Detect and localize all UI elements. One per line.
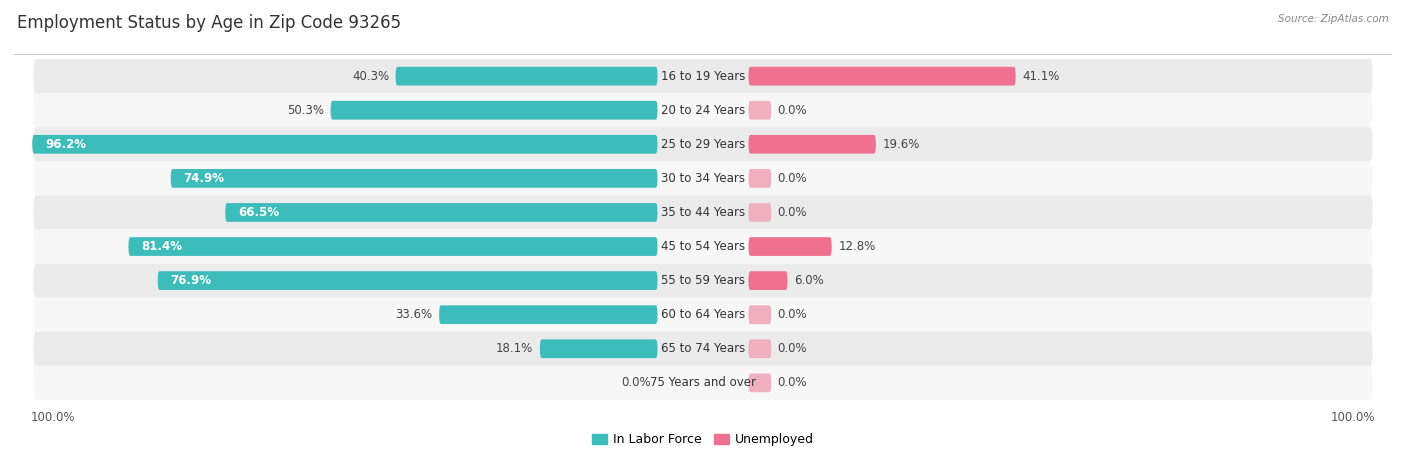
Text: 50.3%: 50.3% xyxy=(287,104,325,117)
Text: 0.0%: 0.0% xyxy=(778,172,807,185)
FancyBboxPatch shape xyxy=(395,67,658,86)
FancyBboxPatch shape xyxy=(34,93,1372,127)
FancyBboxPatch shape xyxy=(748,135,876,154)
FancyBboxPatch shape xyxy=(330,101,658,120)
FancyBboxPatch shape xyxy=(748,374,772,392)
Text: 0.0%: 0.0% xyxy=(778,308,807,321)
FancyBboxPatch shape xyxy=(748,67,1015,86)
Text: 25 to 29 Years: 25 to 29 Years xyxy=(661,138,745,151)
Text: 0.0%: 0.0% xyxy=(778,376,807,389)
FancyBboxPatch shape xyxy=(34,332,1372,366)
FancyBboxPatch shape xyxy=(34,297,1372,332)
Text: 65 to 74 Years: 65 to 74 Years xyxy=(661,342,745,355)
Text: 30 to 34 Years: 30 to 34 Years xyxy=(661,172,745,185)
Text: 18.1%: 18.1% xyxy=(496,342,533,355)
FancyBboxPatch shape xyxy=(32,135,658,154)
Text: 20 to 24 Years: 20 to 24 Years xyxy=(661,104,745,117)
FancyBboxPatch shape xyxy=(34,264,1372,297)
Text: 76.9%: 76.9% xyxy=(170,274,212,287)
FancyBboxPatch shape xyxy=(748,203,772,222)
Text: Employment Status by Age in Zip Code 93265: Employment Status by Age in Zip Code 932… xyxy=(17,14,401,32)
Text: 81.4%: 81.4% xyxy=(142,240,183,253)
FancyBboxPatch shape xyxy=(748,339,772,358)
Text: 6.0%: 6.0% xyxy=(794,274,824,287)
Text: 16 to 19 Years: 16 to 19 Years xyxy=(661,70,745,83)
Text: 0.0%: 0.0% xyxy=(778,342,807,355)
FancyBboxPatch shape xyxy=(225,203,658,222)
Legend: In Labor Force, Unemployed: In Labor Force, Unemployed xyxy=(586,428,820,450)
FancyBboxPatch shape xyxy=(34,366,1372,400)
Text: 35 to 44 Years: 35 to 44 Years xyxy=(661,206,745,219)
FancyBboxPatch shape xyxy=(540,339,658,358)
FancyBboxPatch shape xyxy=(34,230,1372,264)
Text: 60 to 64 Years: 60 to 64 Years xyxy=(661,308,745,321)
FancyBboxPatch shape xyxy=(157,271,658,290)
Text: 33.6%: 33.6% xyxy=(395,308,433,321)
FancyBboxPatch shape xyxy=(748,305,772,324)
Text: Source: ZipAtlas.com: Source: ZipAtlas.com xyxy=(1278,14,1389,23)
Text: 40.3%: 40.3% xyxy=(352,70,389,83)
FancyBboxPatch shape xyxy=(748,101,772,120)
FancyBboxPatch shape xyxy=(34,127,1372,162)
Text: 66.5%: 66.5% xyxy=(238,206,280,219)
FancyBboxPatch shape xyxy=(170,169,658,188)
Text: 74.9%: 74.9% xyxy=(184,172,225,185)
Text: 0.0%: 0.0% xyxy=(778,206,807,219)
FancyBboxPatch shape xyxy=(34,59,1372,93)
Text: 0.0%: 0.0% xyxy=(621,376,651,389)
Text: 0.0%: 0.0% xyxy=(778,104,807,117)
Text: 19.6%: 19.6% xyxy=(883,138,920,151)
FancyBboxPatch shape xyxy=(439,305,658,324)
FancyBboxPatch shape xyxy=(128,237,658,256)
Text: 55 to 59 Years: 55 to 59 Years xyxy=(661,274,745,287)
FancyBboxPatch shape xyxy=(748,169,772,188)
Text: 96.2%: 96.2% xyxy=(45,138,86,151)
FancyBboxPatch shape xyxy=(748,237,832,256)
FancyBboxPatch shape xyxy=(34,162,1372,195)
FancyBboxPatch shape xyxy=(748,271,787,290)
Text: 75 Years and over: 75 Years and over xyxy=(650,376,756,389)
Text: 45 to 54 Years: 45 to 54 Years xyxy=(661,240,745,253)
Text: 41.1%: 41.1% xyxy=(1022,70,1060,83)
Text: 12.8%: 12.8% xyxy=(838,240,876,253)
FancyBboxPatch shape xyxy=(34,195,1372,230)
